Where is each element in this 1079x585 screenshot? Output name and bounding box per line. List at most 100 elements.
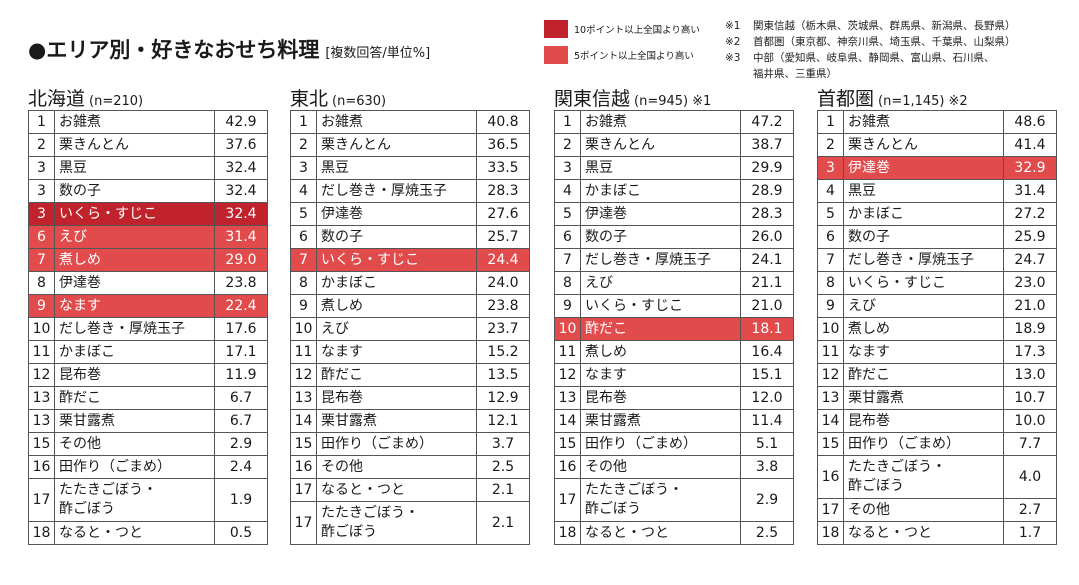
dish-cell: なると・つと xyxy=(316,478,477,502)
dish-cell: 黒豆 xyxy=(580,156,741,180)
value-cell: 15.2 xyxy=(476,340,530,364)
table-row: 14 栗甘露煮 11.4 xyxy=(554,409,794,433)
table-row: 16 田作り（ごまめ） 2.4 xyxy=(28,455,268,479)
note-text: 福井県、三重県） xyxy=(753,68,837,80)
value-cell: 2.7 xyxy=(1003,498,1057,522)
value-cell: 10.0 xyxy=(1003,409,1057,433)
table-row: 9 えび 21.0 xyxy=(817,294,1057,318)
rank-cell: 6 xyxy=(554,225,581,249)
value-cell: 2.1 xyxy=(476,501,530,545)
table-row: 10 えび 23.7 xyxy=(290,317,530,341)
region-heading: 首都圏 (n=1,145) ※2 xyxy=(817,84,1057,110)
table-row: 8 伊達巻 23.8 xyxy=(28,271,268,295)
dish-cell: 酢だこ xyxy=(580,317,741,341)
note-key: ※3 xyxy=(725,52,741,64)
rank-cell: 2 xyxy=(817,133,844,157)
dish-cell: なると・つと xyxy=(580,521,741,545)
dish-cell: 酢だこ xyxy=(54,386,215,410)
dish-cell: 酢だこ xyxy=(843,363,1004,387)
dish-cell: 黒豆 xyxy=(316,156,477,180)
rank-cell: 3 xyxy=(28,156,55,180)
rank-cell: 17 xyxy=(290,478,317,502)
dish-cell: なると・つと xyxy=(843,521,1004,545)
dish-cell: なます xyxy=(54,294,215,318)
region-panel-shutoken: 首都圏 (n=1,145) ※2 1 お雑煮 48.6 2 栗きんとん 41.4 3 伊達巻 32.9… xyxy=(817,84,1057,545)
table-row: 4 だし巻き・厚焼玉子 28.3 xyxy=(290,179,530,203)
table-row: 1 お雑煮 40.8 xyxy=(290,110,530,134)
table-row: 8 いくら・すじこ 23.0 xyxy=(817,271,1057,295)
dish-line: たたきごぼう・ xyxy=(585,482,683,498)
legend-label-10pt: 10ポイント以上全国より高い xyxy=(574,25,700,36)
dish-line: 酢ごぼう xyxy=(585,501,641,517)
rank-cell: 14 xyxy=(817,409,844,433)
rank-cell: 10 xyxy=(28,317,55,341)
dish-cell: その他 xyxy=(580,455,741,479)
table-row: 18 なると・つと 2.5 xyxy=(554,521,794,545)
value-cell: 41.4 xyxy=(1003,133,1057,157)
table-row: 10 煮しめ 18.9 xyxy=(817,317,1057,341)
rank-cell: 17 xyxy=(28,478,55,522)
value-cell: 12.1 xyxy=(476,409,530,433)
table-row: 7 だし巻き・厚焼玉子 24.1 xyxy=(554,248,794,272)
dish-cell: 昆布巻 xyxy=(316,386,477,410)
dish-line: たたきごぼう・ xyxy=(848,459,946,475)
value-cell: 5.1 xyxy=(740,432,794,456)
value-cell: 6.7 xyxy=(214,409,268,433)
table-row: 9 なます 22.4 xyxy=(28,294,268,318)
value-cell: 17.3 xyxy=(1003,340,1057,364)
rank-cell: 10 xyxy=(290,317,317,341)
rank-cell: 3 xyxy=(554,156,581,180)
dish-cell: 伊達巻 xyxy=(580,202,741,226)
dish-cell: 数の子 xyxy=(316,225,477,249)
table-row: 1 お雑煮 48.6 xyxy=(817,110,1057,134)
table-row: 3 黒豆 29.9 xyxy=(554,156,794,180)
dish-cell: 酢だこ xyxy=(316,363,477,387)
dish-cell: その他 xyxy=(54,432,215,456)
region-sample-size: (n=630) xyxy=(332,94,387,109)
rank-cell: 3 xyxy=(290,156,317,180)
legend-label-5pt: 5ポイント以上全国より高い xyxy=(574,51,694,62)
value-cell: 24.1 xyxy=(740,248,794,272)
legend-item-5pt: 5ポイント以上全国より高い xyxy=(544,46,700,64)
dish-cell: 伊達巻 xyxy=(316,202,477,226)
dish-cell: かまぼこ xyxy=(316,271,477,295)
value-cell: 18.1 xyxy=(740,317,794,341)
dish-cell: お雑煮 xyxy=(843,110,1004,134)
note-text: 首都圏（東京都、神奈川県、埼玉県、千葉県、山梨県） xyxy=(753,36,1016,48)
value-cell: 2.5 xyxy=(476,455,530,479)
table-row: 17 たたきごぼう・ 酢ごぼう 2.9 xyxy=(554,478,794,522)
value-cell: 32.4 xyxy=(214,202,268,226)
table-row: 8 かまぼこ 24.0 xyxy=(290,271,530,295)
rank-cell: 8 xyxy=(817,271,844,295)
rank-cell: 15 xyxy=(554,432,581,456)
dish-cell: たたきごぼう・ 酢ごぼう xyxy=(580,478,741,522)
dish-cell: 栗きんとん xyxy=(843,133,1004,157)
rank-cell: 2 xyxy=(290,133,317,157)
rank-cell: 4 xyxy=(554,179,581,203)
dish-cell: たたきごぼう・ 酢ごぼう xyxy=(843,455,1004,499)
note-1: ※1 関東信越（栃木県、茨城県、群馬県、新潟県、長野県） xyxy=(725,18,1016,34)
rank-cell: 5 xyxy=(817,202,844,226)
dish-cell: 煮しめ xyxy=(843,317,1004,341)
rank-cell: 11 xyxy=(290,340,317,364)
rank-cell: 18 xyxy=(554,521,581,545)
table-row: 17 たたきごぼう・ 酢ごぼう 2.1 xyxy=(290,501,530,545)
table-row: 16 たたきごぼう・ 酢ごぼう 4.0 xyxy=(817,455,1057,499)
table-row: 18 なると・つと 0.5 xyxy=(28,521,268,545)
rank-cell: 15 xyxy=(290,432,317,456)
table-row: 17 たたきごぼう・ 酢ごぼう 1.9 xyxy=(28,478,268,522)
value-cell: 32.9 xyxy=(1003,156,1057,180)
rank-cell: 17 xyxy=(817,498,844,522)
page-title: ●エリア別・好きなおせち料理 [複数回答/単位%] xyxy=(28,34,430,64)
region-note-mark: ※1 xyxy=(692,94,712,109)
region-name: 北海道 xyxy=(28,88,86,110)
rank-cell: 3 xyxy=(28,179,55,203)
table-row: 11 なます 15.2 xyxy=(290,340,530,364)
value-cell: 18.9 xyxy=(1003,317,1057,341)
dish-cell: 昆布巻 xyxy=(580,386,741,410)
value-cell: 17.6 xyxy=(214,317,268,341)
table-row: 3 黒豆 32.4 xyxy=(28,156,268,180)
dish-cell: 黒豆 xyxy=(54,156,215,180)
dish-cell: だし巻き・厚焼玉子 xyxy=(843,248,1004,272)
rank-cell: 2 xyxy=(28,133,55,157)
